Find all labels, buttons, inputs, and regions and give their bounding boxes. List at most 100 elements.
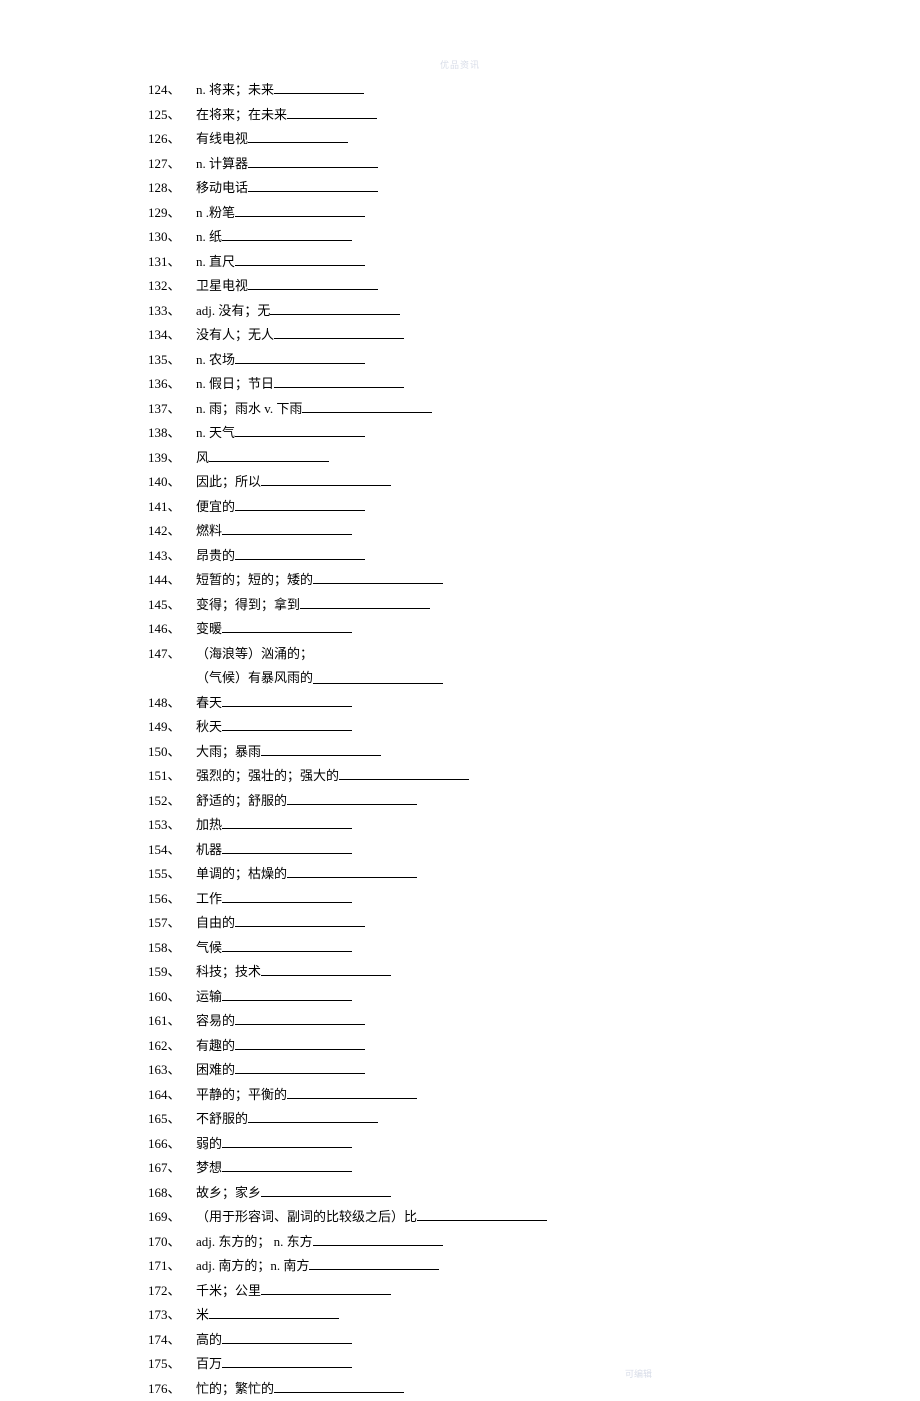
list-item: 155、单调的；枯燥的 <box>148 862 788 887</box>
item-text: 弱的 <box>196 1132 222 1157</box>
fill-blank <box>274 1379 404 1393</box>
fill-blank <box>235 1036 365 1050</box>
item-number: 129、 <box>148 201 196 226</box>
item-text: 梦想 <box>196 1156 222 1181</box>
item-text: n. 将来；未来 <box>196 78 274 103</box>
item-number: 165、 <box>148 1107 196 1132</box>
list-item: 144、短暂的；短的；矮的 <box>148 568 788 593</box>
list-item: 161、容易的 <box>148 1009 788 1034</box>
item-text: 工作 <box>196 887 222 912</box>
item-number: 153、 <box>148 813 196 838</box>
list-item: 162、有趣的 <box>148 1034 788 1059</box>
list-item: 153、加热 <box>148 813 788 838</box>
item-text: 加热 <box>196 813 222 838</box>
item-text: 大雨；暴雨 <box>196 740 261 765</box>
item-text: （海浪等）汹涌的； <box>196 642 313 667</box>
list-item: 154、机器 <box>148 838 788 863</box>
list-item: 137、n. 雨；雨水 v. 下雨 <box>148 397 788 422</box>
list-item: 136、n. 假日；节日 <box>148 372 788 397</box>
item-number: 157、 <box>148 911 196 936</box>
list-item: 169、（用于形容词、副词的比较级之后）比 <box>148 1205 788 1230</box>
fill-blank <box>235 1011 365 1025</box>
item-text: 便宜的 <box>196 495 235 520</box>
item-text: 燃料 <box>196 519 222 544</box>
fill-blank <box>248 129 348 143</box>
item-text: 昂贵的 <box>196 544 235 569</box>
list-item: 168、故乡；家乡 <box>148 1181 788 1206</box>
list-item: 160、运输 <box>148 985 788 1010</box>
fill-blank <box>261 472 391 486</box>
item-number: 152、 <box>148 789 196 814</box>
fill-blank <box>300 595 430 609</box>
item-text: 变得；得到；拿到 <box>196 593 300 618</box>
fill-blank <box>313 1232 443 1246</box>
item-number: 151、 <box>148 764 196 789</box>
list-item: 150、大雨；暴雨 <box>148 740 788 765</box>
fill-blank <box>274 374 404 388</box>
fill-blank <box>222 987 352 1001</box>
item-text: n. 假日；节日 <box>196 372 274 397</box>
item-text: 忙的；繁忙的 <box>196 1377 274 1401</box>
item-text: 不舒服的 <box>196 1107 248 1132</box>
list-item: 148、春天 <box>148 691 788 716</box>
item-number: 143、 <box>148 544 196 569</box>
item-number: 133、 <box>148 299 196 324</box>
item-number: 163、 <box>148 1058 196 1083</box>
fill-blank <box>222 815 352 829</box>
item-text: 没有人；无人 <box>196 323 274 348</box>
item-text: 有趣的 <box>196 1034 235 1059</box>
item-number: 138、 <box>148 421 196 446</box>
list-item: 171、adj. 南方的；n. 南方 <box>148 1254 788 1279</box>
list-item: 135、n. 农场 <box>148 348 788 373</box>
fill-blank <box>235 350 365 364</box>
item-text: 因此；所以 <box>196 470 261 495</box>
item-sub-text: （气候）有暴风雨的 <box>196 670 313 685</box>
item-number: 148、 <box>148 691 196 716</box>
list-item: 127、n. 计算器 <box>148 152 788 177</box>
list-item: 124、n. 将来；未来 <box>148 78 788 103</box>
list-item: 140、因此；所以 <box>148 470 788 495</box>
item-number: 175、 <box>148 1352 196 1377</box>
item-text: 舒适的；舒服的 <box>196 789 287 814</box>
item-number: 127、 <box>148 152 196 177</box>
item-number: 164、 <box>148 1083 196 1108</box>
item-number: 141、 <box>148 495 196 520</box>
item-number: 171、 <box>148 1254 196 1279</box>
item-text: n .粉笔 <box>196 201 235 226</box>
item-number: 134、 <box>148 323 196 348</box>
list-item: 139、风 <box>148 446 788 471</box>
item-text: adj. 南方的；n. 南方 <box>196 1254 309 1279</box>
item-text: 高的 <box>196 1328 222 1353</box>
list-item: 142、燃料 <box>148 519 788 544</box>
item-number: 162、 <box>148 1034 196 1059</box>
item-text: 风 <box>196 446 209 471</box>
item-text: 容易的 <box>196 1009 235 1034</box>
item-text: 运输 <box>196 985 222 1010</box>
fill-blank <box>235 423 365 437</box>
item-text: 强烈的；强壮的；强大的 <box>196 764 339 789</box>
list-item: 170、adj. 东方的； n. 东方 <box>148 1230 788 1255</box>
list-item: 126、有线电视 <box>148 127 788 152</box>
list-item: 174、高的 <box>148 1328 788 1353</box>
list-item: 164、平静的；平衡的 <box>148 1083 788 1108</box>
vocabulary-list: 124、n. 将来；未来125、在将来；在未来126、有线电视127、n. 计算… <box>148 78 788 1401</box>
list-item: 163、困难的 <box>148 1058 788 1083</box>
item-text: adj. 没有；无 <box>196 299 270 324</box>
item-number: 156、 <box>148 887 196 912</box>
list-item: 147、（海浪等）汹涌的； <box>148 642 788 667</box>
list-item: 134、没有人；无人 <box>148 323 788 348</box>
fill-blank <box>274 325 404 339</box>
item-text: 短暂的；短的；矮的 <box>196 568 313 593</box>
list-item: 149、秋天 <box>148 715 788 740</box>
fill-blank <box>222 938 352 952</box>
item-text: n. 天气 <box>196 421 235 446</box>
item-number: 166、 <box>148 1132 196 1157</box>
item-number: 130、 <box>148 225 196 250</box>
list-item: 133、adj. 没有；无 <box>148 299 788 324</box>
fill-blank <box>313 670 443 684</box>
item-text: 气候 <box>196 936 222 961</box>
list-item: 151、强烈的；强壮的；强大的 <box>148 764 788 789</box>
list-item: 145、变得；得到；拿到 <box>148 593 788 618</box>
item-text: 百万 <box>196 1352 222 1377</box>
item-text: 在将来；在未来 <box>196 103 287 128</box>
